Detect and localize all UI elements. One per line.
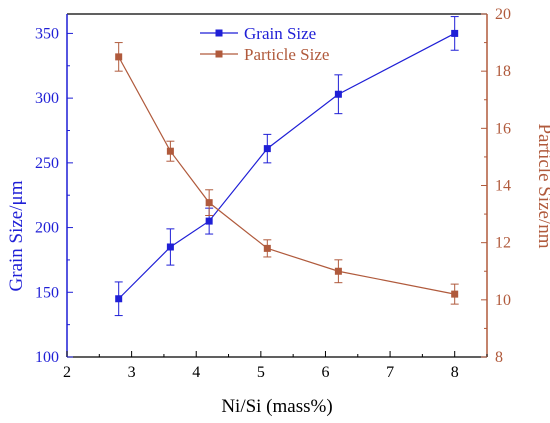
left-y-tick-label: 300 — [35, 90, 59, 107]
data-point — [451, 290, 459, 298]
right-y-tick-label: 10 — [495, 292, 511, 309]
data-point — [451, 29, 459, 37]
x-tick-label: 4 — [192, 364, 200, 381]
data-point — [205, 199, 213, 207]
series-line — [118, 32, 455, 300]
x-tick-label: 8 — [451, 364, 459, 381]
data-point — [205, 217, 213, 225]
right-y-tick-label: 14 — [495, 178, 511, 195]
data-point — [166, 147, 174, 155]
legend-marker — [215, 29, 223, 37]
legend-label: Grain Size — [244, 24, 316, 43]
right-y-tick-label: 8 — [495, 349, 503, 366]
left-y-tick-label: 150 — [35, 284, 59, 301]
left-y-tick-label: 100 — [35, 349, 59, 366]
data-point — [115, 53, 123, 61]
x-tick-label: 7 — [386, 364, 394, 381]
plot-area — [114, 16, 459, 317]
data-point — [263, 244, 271, 252]
series-particle-size — [114, 42, 459, 305]
data-point — [334, 267, 342, 275]
legend-label: Particle Size — [244, 45, 329, 64]
right-y-tick-label: 20 — [495, 6, 511, 23]
x-axis-label: Ni/Si (mass%) — [221, 396, 332, 417]
legend-marker — [215, 50, 223, 58]
legend: Grain Size Particle Size — [200, 24, 329, 64]
series-line — [118, 56, 455, 295]
right-y-tick-label: 18 — [495, 63, 511, 80]
left-y-tick-label: 250 — [35, 155, 59, 172]
data-point — [334, 90, 342, 98]
x-tick-label: 3 — [128, 364, 136, 381]
left-y-tick-label: 350 — [35, 25, 59, 42]
data-point — [115, 295, 123, 303]
data-point — [263, 145, 271, 153]
left-y-tick-label: 200 — [35, 220, 59, 237]
axes: 2 3 4 5 6 7 8 100 150 200 250 300 350 8 10 12 14 16 18 20 — [35, 6, 511, 381]
x-tick-label: 5 — [257, 364, 265, 381]
x-tick-label: 6 — [321, 364, 329, 381]
right-y-tick-label: 16 — [495, 120, 511, 137]
right-y-axis-label: Particle Size/nm — [534, 123, 550, 248]
x-tick-label: 2 — [63, 364, 71, 381]
data-point — [166, 243, 174, 251]
left-y-axis-label: Grain Size/μm — [6, 180, 27, 291]
right-y-tick-label: 12 — [495, 235, 511, 252]
